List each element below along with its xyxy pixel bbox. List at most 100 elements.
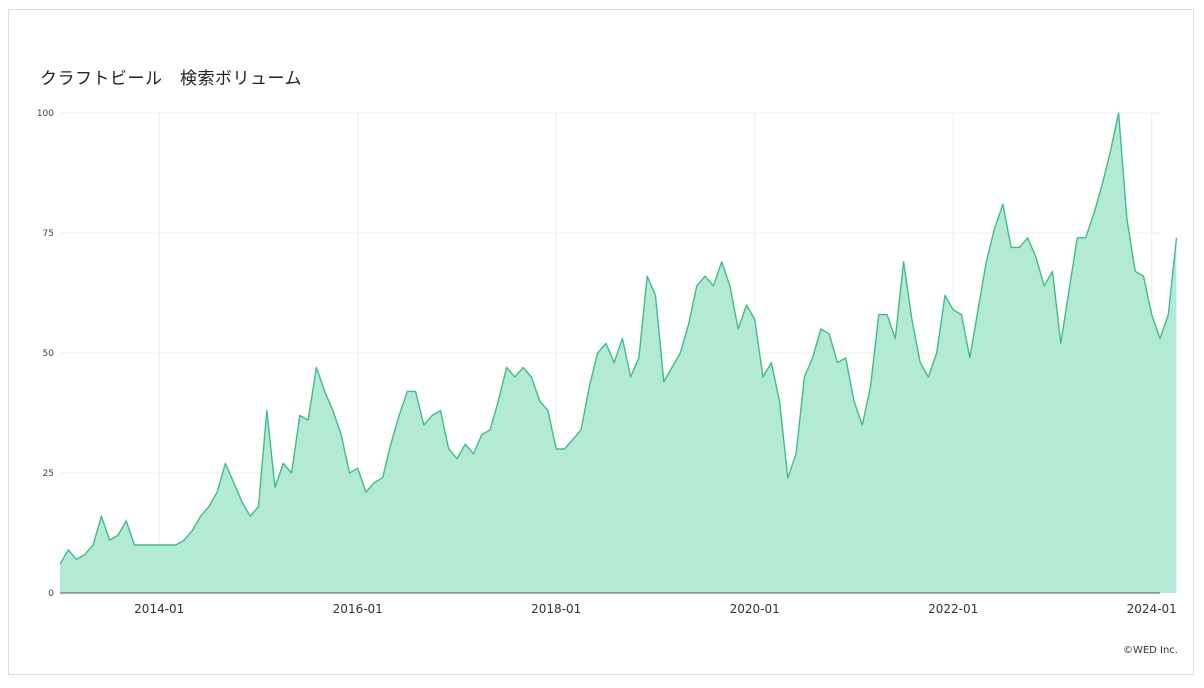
data-point [398, 414, 401, 417]
data-point [290, 472, 293, 475]
data-point [803, 376, 806, 379]
data-point [596, 352, 599, 355]
data-point [389, 443, 392, 446]
data-point [439, 409, 442, 412]
x-tick-label: 2020-01 [730, 602, 780, 616]
data-point [331, 409, 334, 412]
data-point [728, 284, 731, 287]
data-point [712, 284, 715, 287]
data-point [1101, 184, 1104, 187]
data-point [977, 308, 980, 311]
data-point [1167, 313, 1170, 316]
search-volume-line [59, 112, 1178, 565]
data-point [224, 462, 227, 465]
data-point [919, 361, 922, 364]
x-tick-label: 2018-01 [531, 602, 581, 616]
chart-title: クラフトビール 検索ボリューム [40, 69, 302, 89]
data-point [580, 428, 583, 431]
data-point [406, 390, 409, 393]
data-point [1059, 342, 1062, 345]
data-point [538, 400, 541, 403]
data-point [745, 304, 748, 307]
data-point [1084, 236, 1087, 239]
data-point [1068, 289, 1071, 292]
data-point [621, 337, 624, 340]
data-point [778, 400, 781, 403]
data-point [671, 366, 674, 369]
data-point [662, 380, 665, 383]
data-point [530, 376, 533, 379]
data-point [183, 539, 186, 542]
data-point [695, 284, 698, 287]
data-point [563, 448, 566, 451]
data-point [158, 544, 161, 547]
data-point [232, 481, 235, 484]
data-point [637, 356, 640, 359]
data-point [811, 356, 814, 359]
data-point [762, 376, 765, 379]
data-point [786, 476, 789, 479]
data-point [472, 452, 475, 455]
data-point [894, 337, 897, 340]
data-point [795, 452, 798, 455]
data-point [1134, 270, 1137, 273]
data-point [1109, 150, 1112, 153]
data-point [770, 361, 773, 364]
data-point [737, 328, 740, 331]
data-point [861, 424, 864, 427]
data-point [125, 520, 128, 523]
data-point [381, 476, 384, 479]
data-point [704, 275, 707, 278]
data-point [753, 318, 756, 321]
data-point [456, 457, 459, 460]
data-point [150, 544, 153, 547]
data-point [249, 515, 252, 518]
data-point [1076, 236, 1079, 239]
data-point [629, 376, 632, 379]
x-tick-label: 2016-01 [333, 602, 383, 616]
data-point [464, 443, 467, 446]
data-point [1026, 236, 1029, 239]
data-point [199, 515, 202, 518]
data-point [1159, 337, 1162, 340]
data-point [944, 294, 947, 297]
data-point [365, 491, 368, 494]
data-point [340, 433, 343, 436]
data-point [191, 529, 194, 532]
data-point [646, 275, 649, 278]
data-point [497, 400, 500, 403]
data-point [75, 558, 78, 561]
data-point [654, 294, 657, 297]
data-point [993, 227, 996, 230]
data-point [1051, 270, 1054, 273]
data-point [571, 438, 574, 441]
data-point [687, 323, 690, 326]
data-point [356, 467, 359, 470]
data-point [604, 342, 607, 345]
data-point [83, 553, 86, 556]
data-point [1010, 246, 1013, 249]
data-point [489, 428, 492, 431]
data-point [869, 385, 872, 388]
data-point [844, 356, 847, 359]
data-point [1001, 203, 1004, 206]
data-point [836, 361, 839, 364]
data-point [315, 366, 318, 369]
data-point [216, 491, 219, 494]
data-point [935, 352, 938, 355]
data-point [257, 505, 260, 508]
data-point [555, 448, 558, 451]
data-point [447, 448, 450, 451]
y-tick-label: 50 [43, 349, 55, 359]
data-point [1043, 284, 1046, 287]
data-point [522, 366, 525, 369]
data-point [133, 544, 136, 547]
data-point [902, 260, 905, 263]
data-point [108, 539, 111, 542]
data-point [67, 548, 70, 551]
data-point [910, 318, 913, 321]
y-tick-label: 0 [48, 589, 54, 599]
data-point [265, 409, 268, 412]
data-point [985, 260, 988, 263]
